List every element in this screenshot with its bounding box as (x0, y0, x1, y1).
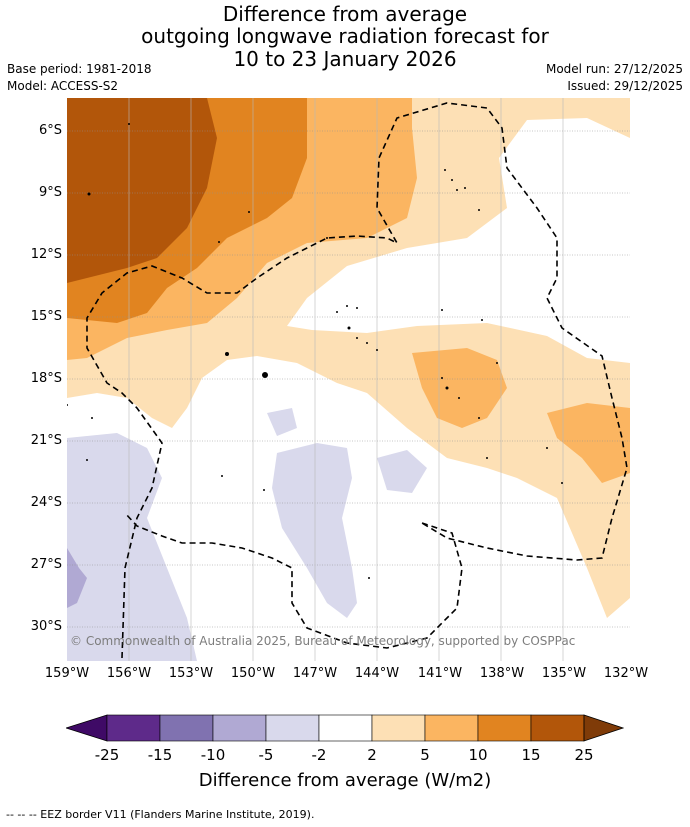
lat-label: 24°S (30, 495, 62, 510)
title-line-2: outgoing longwave radiation forecast for (141, 24, 549, 48)
colorbar-segment (106, 714, 161, 742)
base-period: Base period: 1981-2018 (7, 62, 152, 76)
title-line-1: Difference from average (222, 2, 468, 26)
lat-label: 27°S (30, 557, 62, 572)
lon-label: 141°W (417, 666, 463, 681)
copyright-notice: © Commonwealth of Australia 2025, Bureau… (70, 634, 576, 648)
lat-label: 21°S (30, 433, 62, 448)
map-panel (67, 98, 630, 661)
lon-label: 147°W (292, 666, 338, 681)
lon-label: 135°W (541, 666, 587, 681)
colorbar-tick: 15 (521, 746, 541, 764)
lat-label: 6°S (38, 123, 62, 138)
colorbar-segment (265, 714, 320, 742)
colorbar-segment (318, 714, 373, 742)
colorbar-segment (530, 714, 585, 742)
lon-label: 138°W (479, 666, 525, 681)
lat-label: 30°S (30, 619, 62, 634)
islands (67, 123, 563, 579)
anomaly-region-orange-south (412, 348, 507, 428)
anomaly-region-brown (67, 98, 217, 283)
model-run: Model run: 27/12/2025 (545, 62, 683, 76)
lon-label: 153°W (168, 666, 214, 681)
colorbar-min-arrow (66, 714, 108, 742)
lat-label: 18°S (30, 371, 62, 386)
colorbar-segment (424, 714, 479, 742)
lon-label: 150°W (230, 666, 276, 681)
anomaly-region-lilac-center (272, 443, 357, 618)
lon-label: 132°W (603, 666, 649, 681)
meridian-lines (128, 98, 564, 661)
colorbar-tick: 25 (574, 746, 594, 764)
colorbar-title: Difference from average (W/m2) (198, 770, 492, 791)
eez-border (86, 102, 628, 659)
title-line-3: 10 to 23 January 2026 (233, 47, 457, 71)
lon-label: 159°W (44, 666, 90, 681)
colorbar-tick: 2 (367, 746, 377, 764)
colorbar-segment (477, 714, 532, 742)
issued-date: Issued: 29/12/2025 (567, 79, 683, 93)
lon-label: 156°W (106, 666, 152, 681)
colorbar-tick: -2 (311, 746, 327, 764)
anomaly-region-orange-east (547, 403, 630, 483)
colorbar (66, 714, 624, 742)
eez-legend-note: -- -- -- EEZ border V11 (Flanders Marine… (6, 808, 315, 821)
lat-label: 9°S (38, 185, 62, 200)
model-name: Model: ACCESS-S2 (7, 79, 119, 93)
anomaly-region-lilac-strip (267, 408, 297, 436)
anomaly-region-lilac-west (67, 433, 197, 661)
colorbar-segment (212, 714, 267, 742)
lat-label: 12°S (30, 247, 62, 262)
colorbar-tick: -15 (147, 746, 173, 764)
colorbar-tick: 5 (420, 746, 430, 764)
lon-label: 144°W (354, 666, 400, 681)
colorbar-segment (371, 714, 426, 742)
colorbar-max-arrow (583, 714, 624, 742)
colorbar-tick: -25 (94, 746, 120, 764)
colorbar-tick: 10 (468, 746, 488, 764)
anomaly-region-purple (67, 548, 87, 608)
anomaly-region-lilac-small (377, 450, 427, 493)
colorbar-tick: -5 (258, 746, 274, 764)
colorbar-segment (159, 714, 214, 742)
colorbar-tick: -10 (200, 746, 226, 764)
lat-label: 15°S (30, 309, 62, 324)
anomaly-map (67, 98, 630, 661)
